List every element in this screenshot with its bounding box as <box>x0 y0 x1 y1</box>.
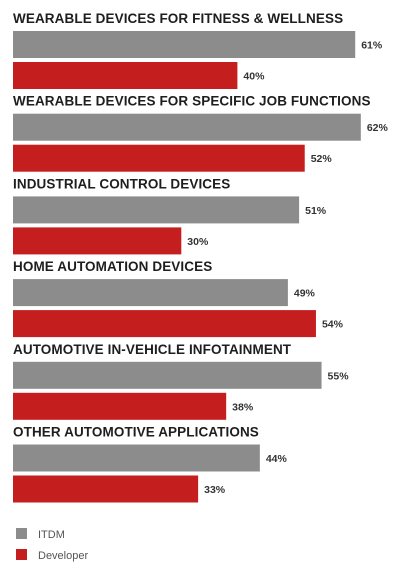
value-label: 38% <box>232 401 254 413</box>
value-label: 52% <box>311 153 333 165</box>
category-label: WEARABLE DEVICES FOR FITNESS & WELLNESS <box>13 11 343 26</box>
value-label: 30% <box>187 236 209 248</box>
category-label: INDUSTRIAL CONTROL DEVICES <box>13 176 230 191</box>
developer-bar <box>13 475 199 503</box>
value-label: 51% <box>305 205 327 217</box>
value-label: 44% <box>266 453 288 465</box>
value-label: 61% <box>361 40 383 52</box>
itdm-bar <box>13 361 322 389</box>
itdm-bar <box>13 31 356 58</box>
legend-swatch <box>16 528 27 539</box>
category-label: HOME AUTOMATION DEVICES <box>13 259 212 274</box>
value-label: 49% <box>294 288 316 300</box>
developer-bar <box>13 144 305 172</box>
itdm-bar <box>13 444 260 472</box>
value-label: 40% <box>243 71 265 83</box>
value-label: 54% <box>322 319 344 331</box>
value-label: 55% <box>328 370 350 382</box>
legend-label: Developer <box>38 550 88 562</box>
legend-swatch <box>16 549 27 560</box>
category-label: AUTOMOTIVE IN-VEHICLE INFOTAINMENT <box>13 342 292 357</box>
developer-bar <box>13 62 238 89</box>
itdm-bar <box>13 196 300 224</box>
value-label: 62% <box>367 122 389 134</box>
value-label: 33% <box>204 484 226 496</box>
itdm-bar <box>13 113 361 141</box>
developer-bar <box>13 310 316 338</box>
category-label: WEARABLE DEVICES FOR SPECIFIC JOB FUNCTI… <box>13 94 371 109</box>
developer-bar <box>13 227 182 255</box>
itdm-bar <box>13 279 288 307</box>
legend-label: ITDM <box>38 529 65 541</box>
developer-bar <box>13 392 227 420</box>
category-label: OTHER AUTOMOTIVE APPLICATIONS <box>13 425 259 440</box>
